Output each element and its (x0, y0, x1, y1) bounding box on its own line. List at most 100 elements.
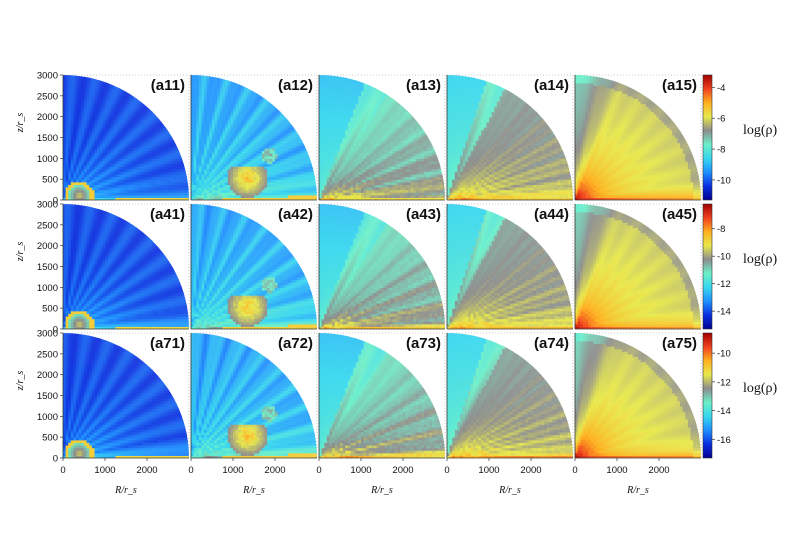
colorbar-tick-label: -6 (717, 114, 725, 125)
panel-label: (a44) (534, 206, 569, 223)
y-tick-label: 0 (53, 196, 58, 207)
colorbar-tick-label: -8 (717, 145, 725, 156)
panel-label: (a45) (662, 206, 697, 223)
y-tick-label: 1500 (37, 133, 58, 144)
y-tick-label: 1000 (37, 412, 58, 423)
y-tick-label: 2500 (37, 349, 58, 360)
colorbar-tick-label: -10 (717, 349, 731, 360)
panel-a74: (a74) (446, 332, 574, 459)
colorbar-tick-label: -14 (717, 307, 731, 318)
x-tick-label: 2000 (136, 465, 157, 476)
panel-a42: (a42) (190, 203, 318, 330)
colorbar-tick-label: -12 (717, 279, 731, 290)
y-tick-label: 2500 (37, 220, 58, 231)
y-tick-label: 3000 (37, 71, 58, 82)
panel-label: (a74) (534, 335, 569, 352)
colorbar-strip (702, 332, 713, 459)
x-tick-label: 1000 (606, 465, 627, 476)
y-tick-label: 3000 (37, 200, 58, 211)
colorbar-row-3: -10 -12 -14 -16 log(ρ) (702, 332, 778, 459)
x-axis-label: R/r_s (114, 485, 137, 496)
colorbar-label: log(ρ) (743, 381, 778, 396)
x-axis-label: R/r_s (370, 485, 393, 496)
y-axis-label: z/r_s (15, 371, 26, 392)
panel-label: (a13) (406, 77, 441, 94)
panel-a44: (a44) (446, 203, 574, 330)
y-tick-label: 500 (42, 175, 58, 186)
density-field (191, 204, 317, 329)
x-axis-label: R/r_s (242, 485, 265, 496)
y-axis-label: z/r_s (15, 242, 26, 263)
x-tick-label: 1000 (222, 465, 243, 476)
colorbar-label: log(ρ) (743, 123, 778, 138)
panel-label: (a42) (278, 206, 313, 223)
y-tick-label: 500 (42, 304, 58, 315)
y-tick-label: 1000 (37, 154, 58, 165)
panel-a13: (a13) (318, 74, 446, 201)
x-tick-label: 1000 (350, 465, 371, 476)
x-axis-label: R/r_s (498, 485, 521, 496)
panel-label: (a71) (150, 335, 185, 352)
density-field (63, 333, 189, 458)
panel-a11: (a11) (62, 74, 190, 201)
panels-layer: (a11) (a12) (a13) (a14) (a15) (a41) (a42) (a43)… (62, 74, 702, 459)
panel-label: (a12) (278, 77, 313, 94)
y-tick-label: 2000 (37, 241, 58, 252)
panel-label: (a73) (406, 335, 441, 352)
x-tick-label: 0 (316, 465, 321, 476)
colorbar-tick-label: -12 (717, 377, 731, 388)
panel-label: (a14) (534, 77, 569, 94)
colorbar-label: log(ρ) (743, 252, 778, 267)
colorbar-tick-label: -10 (717, 252, 731, 263)
panel-label: (a72) (278, 335, 313, 352)
colorbar-tick-label: -16 (717, 435, 731, 446)
panel-label: (a43) (406, 206, 441, 223)
y-tick-label: 3000 (37, 329, 58, 340)
colorbar-tick-label: -4 (717, 83, 725, 94)
colorbar-tick-label: -8 (717, 224, 725, 235)
x-tick-label: 2000 (520, 465, 541, 476)
x-axis-label: R/r_s (626, 485, 649, 496)
panel-label: (a75) (662, 335, 697, 352)
panel-a71: (a71) (62, 332, 190, 459)
colorbar-row-1: -4 -6 -8 -10 log(ρ) (702, 74, 778, 201)
panel-a12: (a12) (190, 74, 318, 201)
x-tick-label: 0 (60, 465, 65, 476)
y-tick-label: 1500 (37, 391, 58, 402)
y-tick-label: 2000 (37, 370, 58, 381)
x-tick-label: 2000 (392, 465, 413, 476)
density-field (319, 75, 445, 200)
panel-label: (a15) (662, 77, 697, 94)
x-tick-label: 0 (188, 465, 193, 476)
panel-a73: (a73) (318, 332, 446, 459)
x-tick-label: 0 (572, 465, 577, 476)
panel-a43: (a43) (318, 203, 446, 330)
x-tick-label: 1000 (94, 465, 115, 476)
colorbars-layer: -4-6-8-10log(ρ)-8-10-12-14log(ρ)-10-12-1… (702, 74, 778, 459)
colorbar-strip (702, 74, 713, 201)
colorbar-tick-label: -14 (717, 406, 731, 417)
y-tick-label: 0 (53, 325, 58, 336)
density-field (63, 75, 189, 200)
y-tick-label: 0 (53, 454, 58, 465)
panel-label: (a41) (150, 206, 185, 223)
y-tick-label: 1000 (37, 283, 58, 294)
y-axis-label: z/r_s (15, 113, 26, 134)
x-tick-label: 2000 (648, 465, 669, 476)
panel-a45: (a45) (574, 203, 702, 330)
x-tick-label: 1000 (478, 465, 499, 476)
density-field (575, 333, 701, 458)
panel-a75: (a75) (574, 332, 702, 459)
colorbar-row-2: -8 -10 -12 -14 log(ρ) (702, 203, 778, 330)
y-tick-label: 2000 (37, 112, 58, 123)
y-tick-label: 2500 (37, 91, 58, 102)
axes-layer: 0 500 1000 1500 2000 2500 3000 z/r_s 0 500 1000 150… (15, 71, 670, 497)
panel-a41: (a41) (62, 203, 190, 330)
y-tick-label: 500 (42, 433, 58, 444)
panel-a14: (a14) (446, 74, 574, 201)
colorbar-tick-label: -10 (717, 175, 731, 186)
y-tick-label: 1500 (37, 262, 58, 273)
colorbar-strip (702, 203, 713, 330)
x-tick-label: 0 (444, 465, 449, 476)
